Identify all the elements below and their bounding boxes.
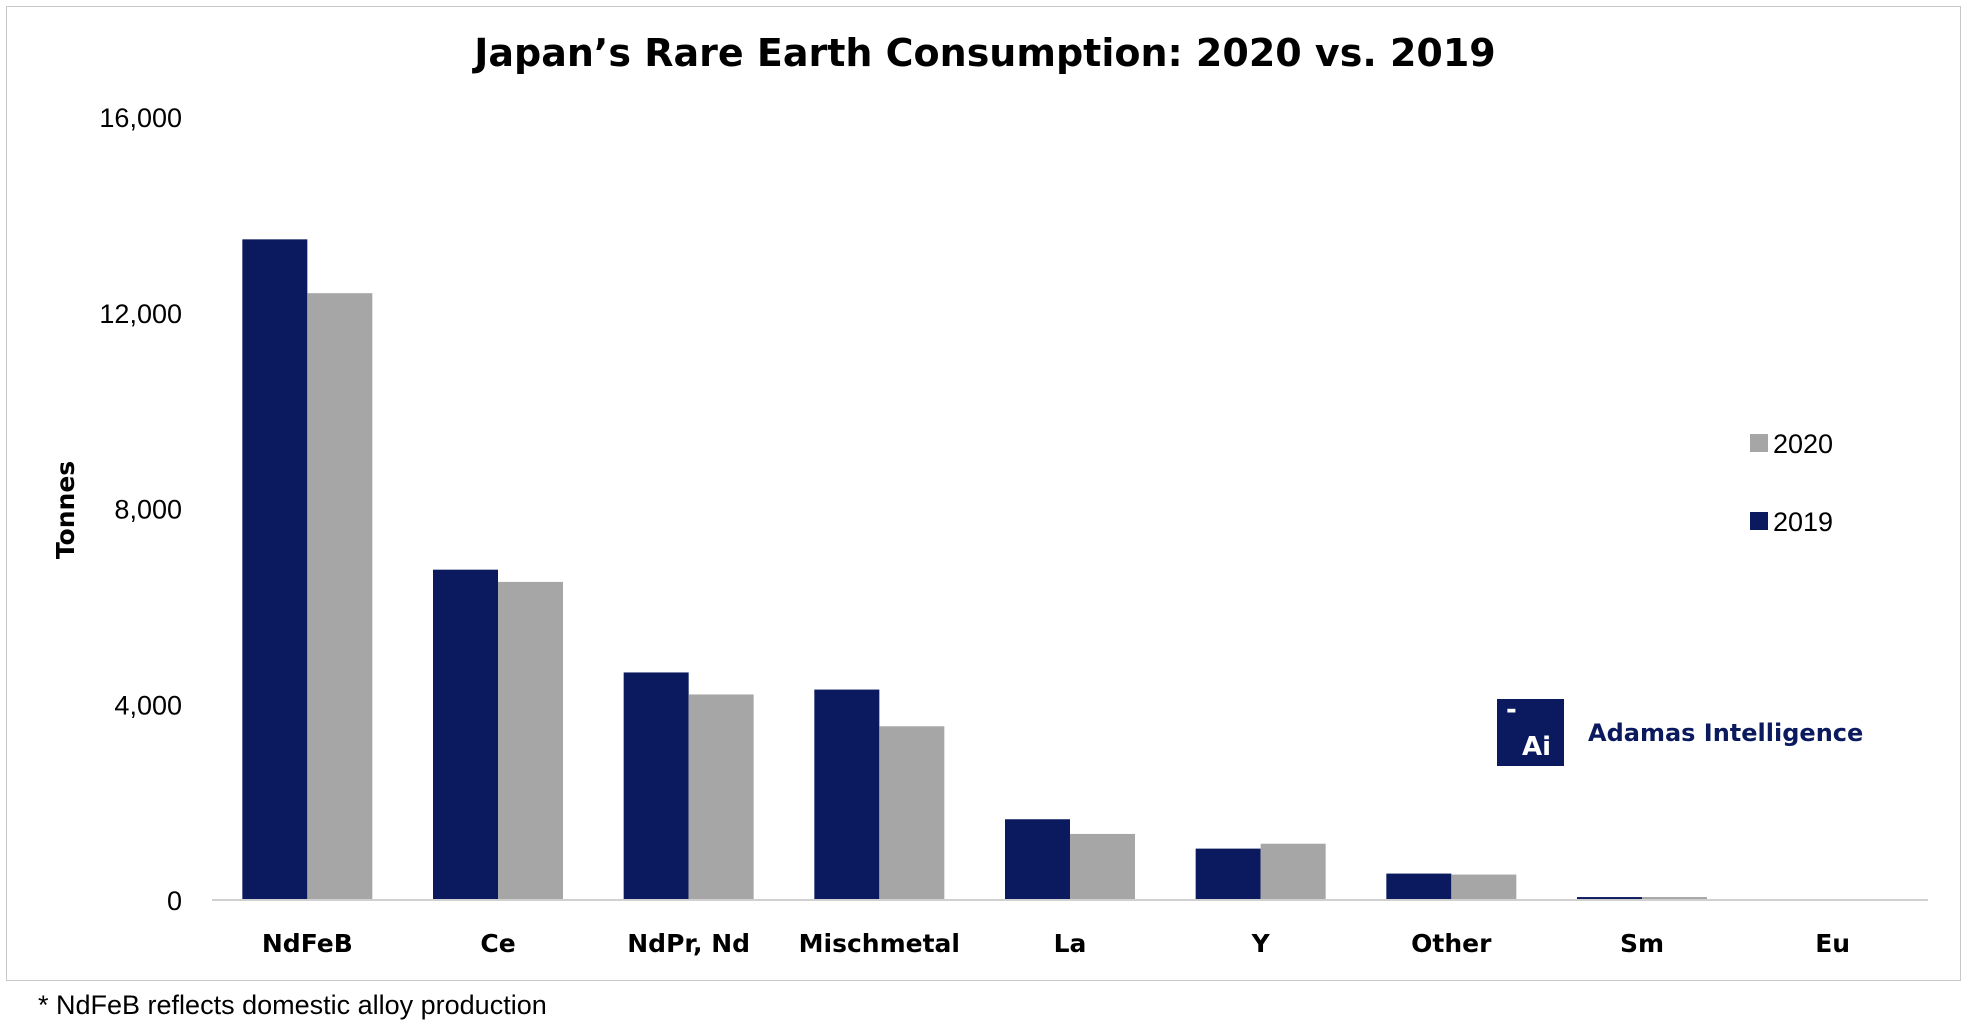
x-category-label: Ce xyxy=(480,929,515,958)
x-category-label: Other xyxy=(1411,929,1492,958)
bars xyxy=(242,239,1898,900)
y-tick-label: 12,000 xyxy=(99,299,182,329)
bar-2020-ce xyxy=(498,581,563,900)
bar-2019-y xyxy=(1195,848,1261,900)
bar-2019-ce xyxy=(433,569,498,900)
logo-mark-text: Ai xyxy=(1522,732,1551,762)
bar-2020-sm xyxy=(1642,897,1707,900)
x-axis-categories: NdFeB Ce NdPr, Nd Mischmetal La Y Other Sm Eu xyxy=(262,929,1850,958)
x-category-label: NdFeB xyxy=(262,929,353,958)
bar-2019-la xyxy=(1005,819,1070,900)
y-tick-label: 8,000 xyxy=(114,495,182,525)
logo-wordmark: Adamas Intelligence xyxy=(1588,719,1863,747)
bar-2019-sm xyxy=(1577,897,1642,900)
logo-mark-icon xyxy=(1497,699,1564,766)
y-axis-ticks: 0 4,000 8,000 12,000 16,000 xyxy=(99,103,182,916)
y-axis-label: Tonnes xyxy=(51,461,80,559)
bar-2019-other xyxy=(1386,873,1452,900)
bar-2019-ndpr-nd xyxy=(623,672,689,900)
x-category-label: La xyxy=(1054,929,1087,958)
x-category-label: Sm xyxy=(1620,929,1664,958)
bar-2020-ndfeb xyxy=(307,293,373,900)
x-category-label: NdPr, Nd xyxy=(627,929,750,958)
x-category-label: Eu xyxy=(1815,929,1850,958)
adamas-logo: - Ai Adamas Intelligence xyxy=(1497,695,1863,766)
chart-title: Japan’s Rare Earth Consumption: 2020 vs.… xyxy=(471,31,1496,75)
x-category-label: Mischmetal xyxy=(799,929,960,958)
legend-label-2020: 2020 xyxy=(1773,429,1833,459)
bar-2019-ndfeb xyxy=(242,239,308,900)
legend: 2020 2019 xyxy=(1750,429,1833,537)
bar-2020-la xyxy=(1070,833,1135,900)
y-tick-label: 16,000 xyxy=(99,103,182,133)
bar-chart: Japan’s Rare Earth Consumption: 2020 vs.… xyxy=(51,31,1928,958)
x-category-label: Y xyxy=(1251,929,1271,958)
bar-2020-other xyxy=(1451,874,1517,900)
legend-swatch-2019 xyxy=(1750,512,1768,530)
footnote: * NdFeB reflects domestic alloy producti… xyxy=(38,990,547,1020)
bar-2020-ndpr-nd xyxy=(688,694,754,900)
bar-2019-mischmetal xyxy=(814,689,880,900)
y-tick-label: 4,000 xyxy=(114,690,182,720)
chart-frame xyxy=(6,6,1961,981)
legend-label-2019: 2019 xyxy=(1773,507,1833,537)
legend-swatch-2020 xyxy=(1750,434,1768,452)
bar-2020-mischmetal xyxy=(879,726,945,900)
y-tick-label: 0 xyxy=(167,886,182,916)
bar-2020-y xyxy=(1260,843,1326,900)
logo-mark-dash: - xyxy=(1506,695,1517,725)
